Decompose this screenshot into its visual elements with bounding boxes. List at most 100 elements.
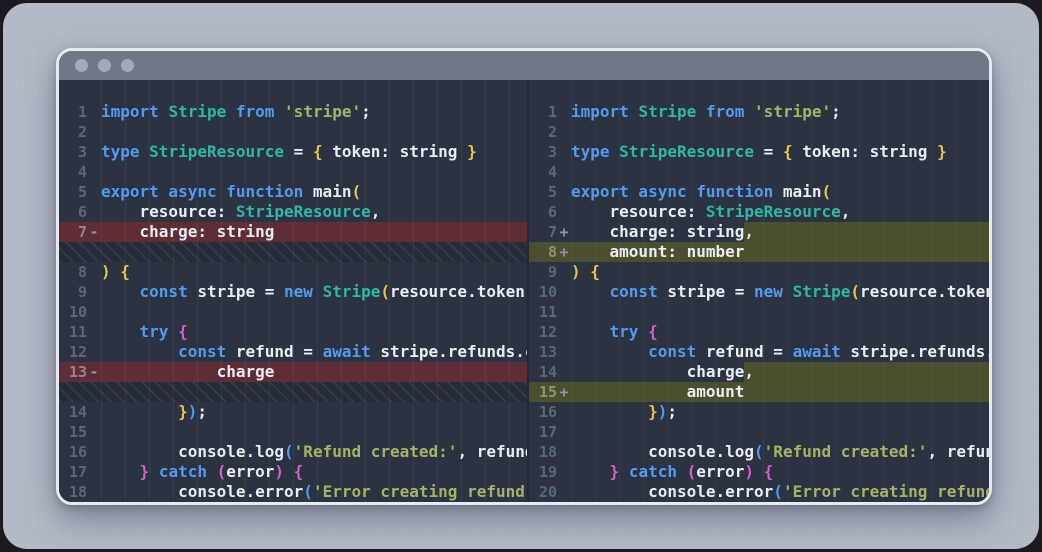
token: charge — [101, 362, 275, 381]
line-number: 12 — [538, 323, 557, 341]
token: await — [322, 342, 381, 361]
line-number: 12 — [68, 343, 87, 361]
line-number: 13 — [68, 363, 87, 381]
token: ( — [754, 442, 764, 461]
line-number: 9 — [547, 263, 557, 281]
line-gutter: 9 — [59, 282, 101, 302]
token: token: string — [322, 142, 468, 161]
code-line: 12 const refund = await stripe.refunds.c… — [59, 342, 527, 362]
token: await — [792, 342, 851, 361]
code-tokens: import Stripe from 'stripe'; — [571, 102, 841, 122]
added-marker: + — [559, 223, 569, 241]
token: const — [571, 282, 668, 301]
line-number: 5 — [77, 183, 87, 201]
code-tokens: ) { — [571, 262, 600, 282]
token — [571, 402, 648, 421]
code-text: resource: StripeResource, — [571, 202, 989, 222]
code-line: 13- charge — [59, 362, 527, 382]
token: import — [571, 102, 639, 121]
token — [571, 322, 610, 341]
line-number: 19 — [538, 463, 557, 481]
token: charge: string — [101, 222, 275, 241]
token: export async function — [571, 182, 783, 201]
token: ; — [831, 102, 841, 121]
token — [754, 462, 764, 481]
token: stripe = — [197, 282, 285, 301]
token: ( — [380, 282, 390, 301]
added-marker: + — [559, 383, 569, 401]
token: 'Refund created:' — [763, 442, 928, 461]
code-line: 4 — [529, 162, 989, 182]
code-text: }); — [101, 402, 527, 422]
line-gutter: 3 — [59, 142, 101, 162]
code-tokens: amount: number — [571, 242, 745, 262]
line-gutter: 3 — [529, 142, 571, 162]
line-number: 14 — [538, 363, 557, 381]
token: { — [648, 322, 658, 341]
token: ( — [821, 182, 832, 201]
line-number: 1 — [547, 103, 557, 121]
code-line: 10 — [59, 302, 527, 322]
line-number: 3 — [77, 143, 87, 161]
token: , refund); — [927, 442, 989, 461]
code-text: charge: string, — [571, 222, 989, 242]
line-gutter: 2 — [59, 122, 101, 142]
line-gutter: 7- — [59, 222, 101, 242]
code-text: amount — [571, 382, 989, 402]
token — [619, 462, 629, 481]
line-gutter: 14 — [529, 362, 571, 382]
code-line: 11 try { — [59, 322, 527, 342]
code-text: const refund = await stripe.refunds.crea… — [571, 342, 989, 362]
line-number: 16 — [538, 403, 557, 421]
code-text: const stripe = new Stripe(resource.token… — [571, 282, 989, 302]
code-text: const stripe = new Stripe(resource.token… — [101, 282, 527, 302]
traffic-light-zoom-button[interactable] — [121, 59, 134, 72]
token: Stripe — [638, 102, 706, 121]
token: = — [763, 142, 783, 161]
token: resource: — [571, 202, 706, 221]
code-text: } catch (error) { — [101, 462, 527, 482]
token: console.error — [571, 482, 774, 501]
token: , — [370, 202, 381, 221]
code-text: console.log('Refund created:', refund); — [571, 442, 989, 462]
token: ( — [773, 482, 783, 501]
token: ; — [197, 402, 207, 421]
token: new — [284, 282, 323, 301]
traffic-light-close-button[interactable] — [75, 59, 88, 72]
code-line: 1 import Stripe from 'stripe'; — [59, 102, 527, 122]
token: const — [571, 342, 706, 361]
code-tokens: const stripe = new Stripe(resource.token… — [571, 282, 989, 302]
token: error — [226, 462, 275, 481]
gap-row — [59, 382, 527, 402]
code-text: import Stripe from 'stripe'; — [101, 102, 527, 122]
line-gutter: 1 — [529, 102, 571, 122]
token: stripe.refunds.create({ — [380, 342, 527, 361]
line-number: 3 — [547, 143, 557, 161]
code-line: 9 const stripe = new Stripe(resource.tok… — [59, 282, 527, 302]
code-tokens: try { — [571, 322, 658, 342]
code-text: amount: number — [571, 242, 989, 262]
line-number: 18 — [68, 483, 87, 501]
token: try — [139, 322, 179, 341]
code-line: 7 + charge: string, — [529, 222, 989, 242]
token: catch — [628, 462, 687, 481]
token: , — [840, 202, 851, 221]
added-marker: + — [559, 243, 569, 261]
code-line: 18 console.log('Refund created:', refund… — [529, 442, 989, 462]
traffic-light-minimize-button[interactable] — [98, 59, 111, 72]
code-tokens: const stripe = new Stripe(resource.token… — [101, 282, 527, 302]
line-gutter: 12 — [59, 342, 101, 362]
token: console.log — [101, 442, 285, 461]
code-tokens: export async function main( — [571, 182, 831, 202]
code-line: 12 try { — [529, 322, 989, 342]
line-number: 10 — [538, 283, 557, 301]
token: charge — [571, 362, 745, 381]
token: stripe = — [667, 282, 755, 301]
line-gutter: 13- — [59, 362, 101, 382]
code-line: 2 — [59, 122, 527, 142]
line-number: 2 — [77, 123, 87, 141]
line-gutter: 12 — [529, 322, 571, 342]
token: type — [101, 142, 150, 161]
code-tokens: type StripeResource = { token: string } — [101, 142, 477, 162]
token: } — [648, 402, 658, 421]
